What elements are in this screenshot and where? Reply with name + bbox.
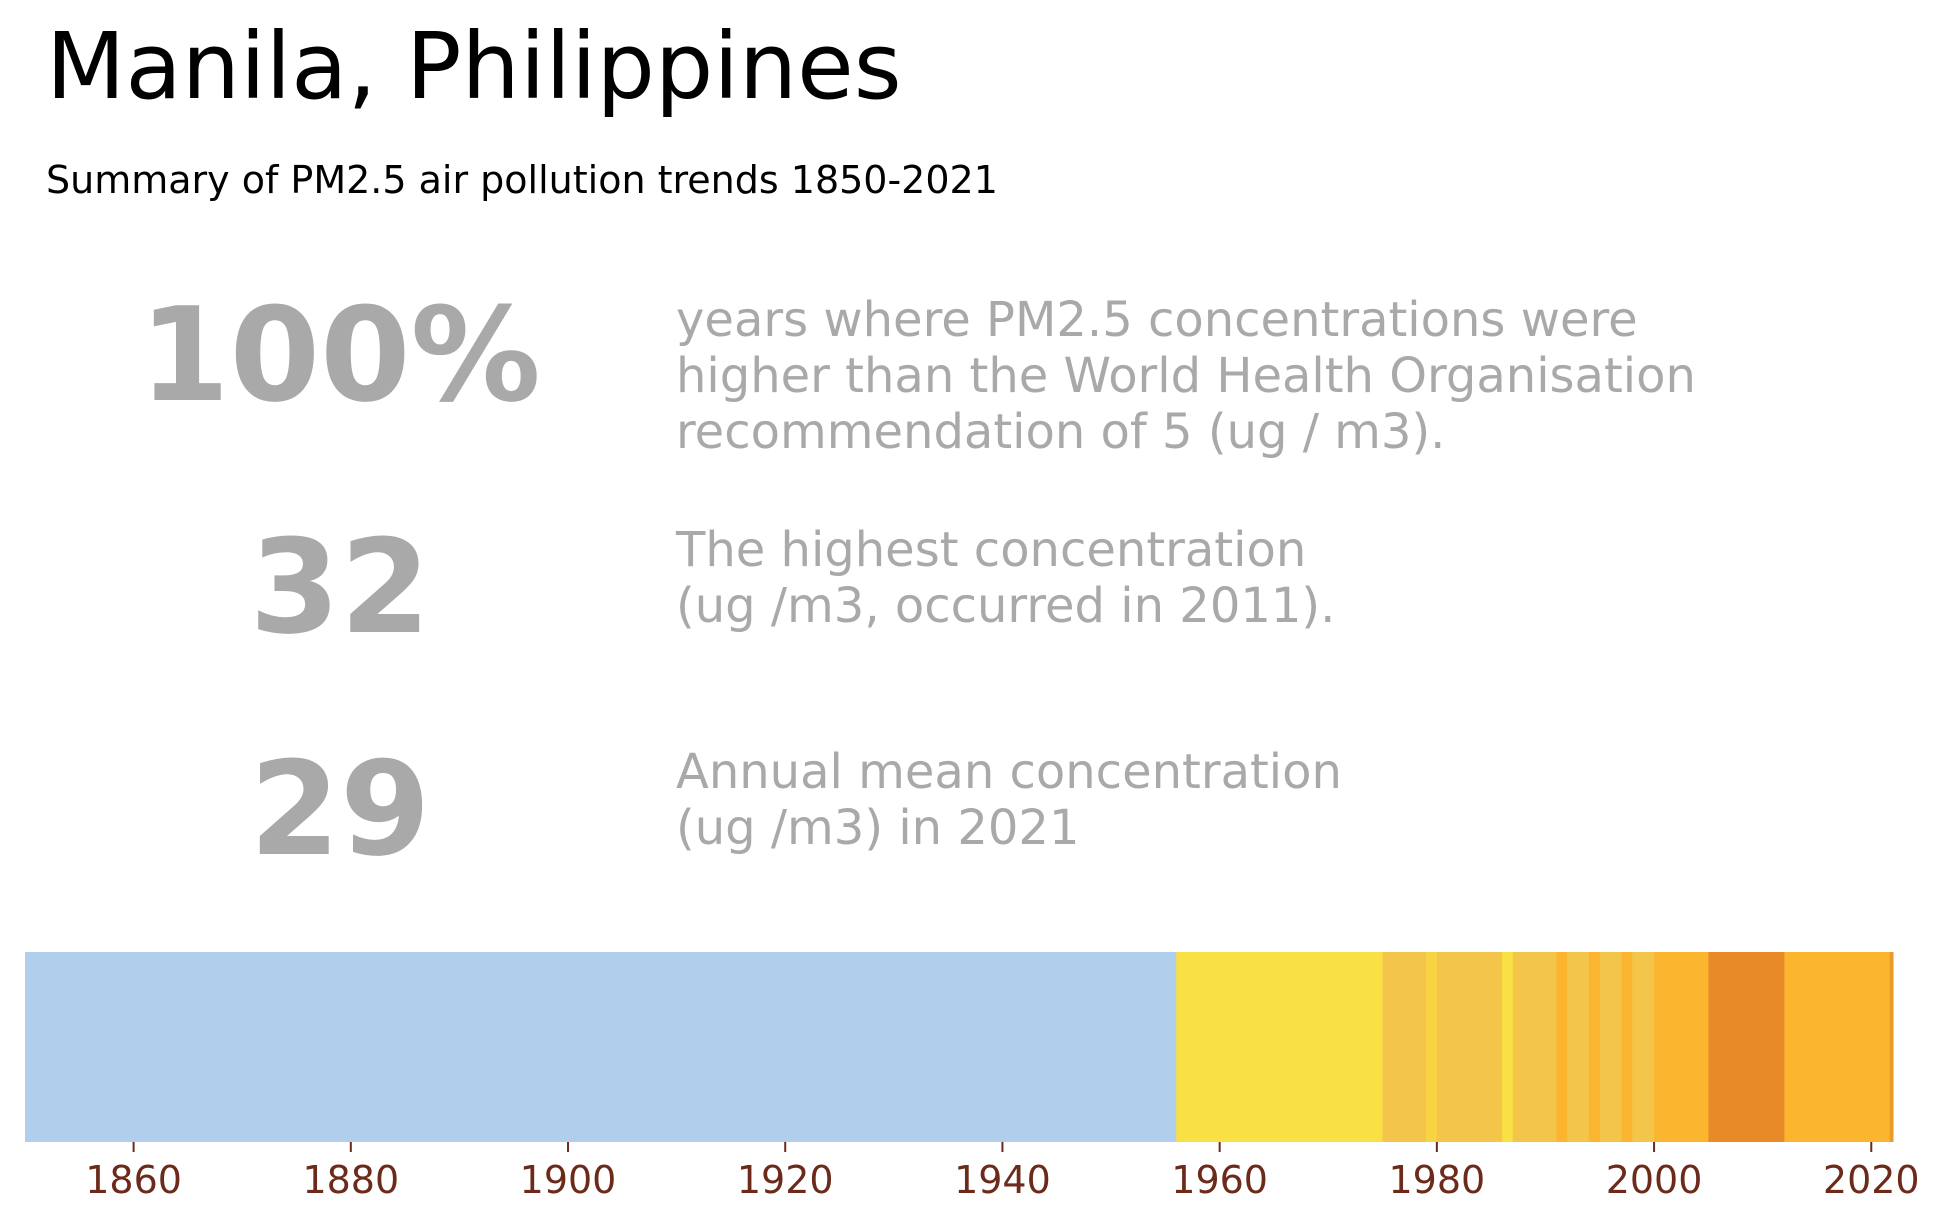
stripe-segment-2000 xyxy=(1654,952,1709,1142)
x-tick-label-1960: 1960 xyxy=(1171,1158,1268,1202)
page-title: Manila, Philippines xyxy=(46,13,902,120)
stripe-segment-2005 xyxy=(1708,952,1785,1142)
stat-mean-description: Annual mean concentration (ug /m3) in 20… xyxy=(676,744,1342,856)
stripe-segment-1998 xyxy=(1632,952,1655,1142)
stripe-segment-1987 xyxy=(1512,952,1557,1142)
stat-highest-description: The highest concentration (ug /m3, occur… xyxy=(676,522,1336,634)
stripe-segment-1850 xyxy=(25,952,1177,1142)
x-tick-label-2020: 2020 xyxy=(1823,1158,1920,1202)
stripe-segment-1980 xyxy=(1436,952,1503,1142)
stripe-segment-2021.7 xyxy=(1889,952,1894,1142)
stripe-segment-1994 xyxy=(1588,952,1601,1142)
x-tick-label-1920: 1920 xyxy=(737,1158,834,1202)
x-tick-label-1860: 1860 xyxy=(85,1158,182,1202)
stripe-segment-1992 xyxy=(1567,952,1590,1142)
x-tick-label-2000: 2000 xyxy=(1606,1158,1703,1202)
stripe-segment-1995 xyxy=(1599,952,1622,1142)
stripe-segment-1986 xyxy=(1502,952,1514,1142)
x-tick-label-1880: 1880 xyxy=(302,1158,399,1202)
stat-mean-value: 29 xyxy=(249,733,431,885)
stripe-segment-1997 xyxy=(1621,952,1633,1142)
stripe-segment-1975 xyxy=(1382,952,1427,1142)
stat-percent-description: years where PM2.5 concentrations were hi… xyxy=(676,292,1696,460)
x-tick-label-1980: 1980 xyxy=(1389,1158,1486,1202)
stat-highest-value: 32 xyxy=(249,511,431,663)
x-tick-label-1940: 1940 xyxy=(954,1158,1051,1202)
page-subtitle: Summary of PM2.5 air pollution trends 18… xyxy=(46,158,998,202)
stat-percent-value: 100% xyxy=(139,279,541,431)
x-tick-label-1900: 1900 xyxy=(520,1158,617,1202)
stripe-segment-2012 xyxy=(1784,952,1891,1142)
stripe-segment-1979 xyxy=(1426,952,1438,1142)
stripe-segment-1991 xyxy=(1556,952,1568,1142)
stripe-segment-1956 xyxy=(1176,952,1384,1142)
